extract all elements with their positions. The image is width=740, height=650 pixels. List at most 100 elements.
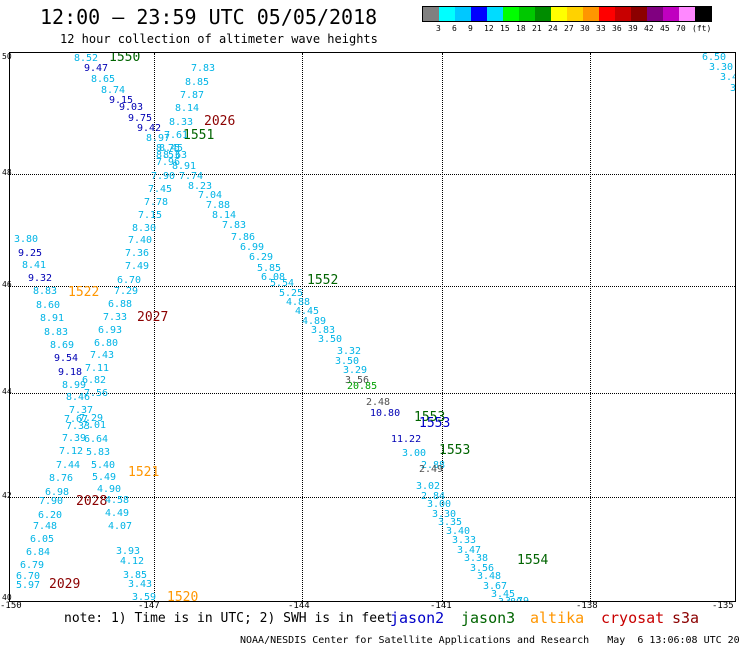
wave-height-observation: 8.83 xyxy=(44,327,69,338)
wave-height-observation: 7.29 xyxy=(114,286,139,297)
scale-color-box xyxy=(663,7,679,21)
wave-height-observation: 6.79 xyxy=(20,560,45,571)
wave-height-observation: 3.29 xyxy=(343,365,368,376)
wave-height-observation: 3.35 xyxy=(438,517,463,528)
legend-item-altika: altika xyxy=(530,609,585,627)
pass-number-label: 1521 xyxy=(128,465,160,480)
wave-height-observation: 7.83 xyxy=(191,63,216,74)
longitude-gridline xyxy=(590,53,591,601)
wave-height-observation: 7.61 xyxy=(164,130,189,141)
pass-number-label: 2028 xyxy=(76,494,108,509)
scale-color-box xyxy=(455,7,471,21)
wave-height-observation: 7.44 xyxy=(56,460,81,471)
latitude-label: 40 xyxy=(2,593,12,602)
pass-number-label: 1554 xyxy=(517,553,549,568)
scale-label: 30 xyxy=(580,24,590,33)
wave-height-observation: 9.18 xyxy=(58,367,83,378)
wave-height-observation: 7.67 xyxy=(64,414,89,425)
wave-height-observation: 10.80 xyxy=(370,408,401,419)
scale-label: 12 xyxy=(484,24,494,33)
longitude-label: -147 xyxy=(138,601,160,611)
scale-color-box xyxy=(487,7,503,21)
wave-height-observation: 5.97 xyxy=(16,580,41,591)
wave-height-observation: 7.78 xyxy=(144,197,169,208)
wave-height-observation: 6.08 xyxy=(261,272,286,283)
wave-height-observation: 6.93 xyxy=(98,325,123,336)
wave-height-observation: 8.91 xyxy=(40,313,65,324)
wave-height-observation: 4.12 xyxy=(120,556,145,567)
scale-color-box xyxy=(551,7,567,21)
wave-height-observation: 5.40 xyxy=(91,460,116,471)
scale-label: 39 xyxy=(628,24,638,33)
wave-height-observation: 7.15 xyxy=(138,210,163,221)
wave-height-observation: 7.90 xyxy=(39,496,64,507)
wave-height-observation: 5.49 xyxy=(92,472,117,483)
wave-height-observation: 8.23 xyxy=(188,181,213,192)
wave-height-observation: 2.84 xyxy=(421,491,446,502)
wave-height-color-scale: 3 6 9 12 15 18 21 24 27 30 33 36 39 42 45 70 (ft) xyxy=(422,6,712,36)
pass-number-label: 1550 xyxy=(109,52,141,65)
wave-height-observation: 3.71 xyxy=(730,83,736,94)
wave-height-observation: 3.93 xyxy=(116,546,141,557)
wave-height-observation: 5.85 xyxy=(257,263,282,274)
pass-number-label: 1553 xyxy=(419,416,451,431)
wave-height-observation: 3.30 xyxy=(709,62,734,73)
wave-height-observation: 6.29 xyxy=(249,252,274,263)
wave-height-observation: 9.25 xyxy=(18,248,43,259)
scale-label: 6 xyxy=(452,24,457,33)
legend-item-jason3: jason3 xyxy=(461,609,516,627)
scale-label: 15 xyxy=(500,24,510,33)
footnote: note: 1) Time is in UTC; 2) SWH is in fe… xyxy=(64,611,393,626)
wave-height-observation: 7.43 xyxy=(90,350,115,361)
scale-color-box xyxy=(519,7,535,21)
scale-label: 45 xyxy=(660,24,670,33)
wave-height-observation: 4.58 xyxy=(105,495,130,506)
wave-height-observation: 4.45 xyxy=(295,306,320,317)
wave-height-observation: 6.84 xyxy=(26,547,51,558)
wave-height-observation: 6.88 xyxy=(108,299,133,310)
chart-subtitle: 12 hour collection of altimeter wave hei… xyxy=(60,32,378,46)
wave-height-observation: 7.40 xyxy=(128,235,153,246)
wave-height-observation: 9.47 xyxy=(84,63,109,74)
wave-height-observation: 3.43 xyxy=(128,579,153,590)
wave-height-observation: 6.50 xyxy=(702,52,727,63)
wave-height-observation: 8.52 xyxy=(74,53,99,64)
wave-height-observation: 8.83 xyxy=(33,286,58,297)
wave-height-observation: 3.30 xyxy=(432,509,457,520)
wave-height-observation: 3.50 xyxy=(318,334,343,345)
pass-number-label: 2026 xyxy=(204,114,236,129)
wave-height-observation: 4.90 xyxy=(97,484,122,495)
latitude-label: 42 xyxy=(2,491,12,500)
wave-height-observation: 8.75 xyxy=(156,143,181,154)
pass-number-label: 1553 xyxy=(439,443,471,458)
scale-color-box xyxy=(599,7,615,21)
wave-height-observation: 6.99 xyxy=(240,242,265,253)
scale-label: (ft) xyxy=(692,24,712,33)
wave-height-observation: 9.42 xyxy=(137,123,162,134)
longitude-label: -138 xyxy=(576,601,598,611)
wave-height-observation: 8.85 xyxy=(185,77,210,88)
wave-height-observation: 3.02 xyxy=(416,481,441,492)
wave-height-observation: 6.05 xyxy=(30,534,55,545)
wave-height-observation: 9.32 xyxy=(28,273,53,284)
scale-label: 27 xyxy=(564,24,574,33)
map-frame[interactable]: 1550 2026 1551 1552 1522 2027 1553 1553 1553 1521… xyxy=(9,52,736,602)
scale-color-box xyxy=(567,7,583,21)
wave-height-observation: 8.69 xyxy=(50,340,75,351)
wave-height-observation: 6.70 xyxy=(16,571,41,582)
wave-height-observation: 3.38 xyxy=(464,553,489,564)
legend-item-s3a: s3a xyxy=(672,609,700,627)
wave-height-observation: 5.54 xyxy=(270,278,295,289)
wave-height-observation: 6.80 xyxy=(94,338,119,349)
wave-height-observation: 7.45 xyxy=(148,184,173,195)
scale-color-box xyxy=(503,7,519,21)
wave-height-observation: 4.49 xyxy=(105,508,130,519)
wave-height-observation: 8.46 xyxy=(66,392,91,403)
wave-height-observation: 3.85 xyxy=(123,570,148,581)
wave-height-observation: 11.22 xyxy=(391,434,422,445)
latitude-label: 44 xyxy=(2,387,12,396)
scale-color-box xyxy=(631,7,647,21)
wave-height-observation: 7.88 xyxy=(206,200,231,211)
wave-height-observation: 7.49 xyxy=(125,261,150,272)
wave-height-observation: 3.40 xyxy=(446,526,471,537)
